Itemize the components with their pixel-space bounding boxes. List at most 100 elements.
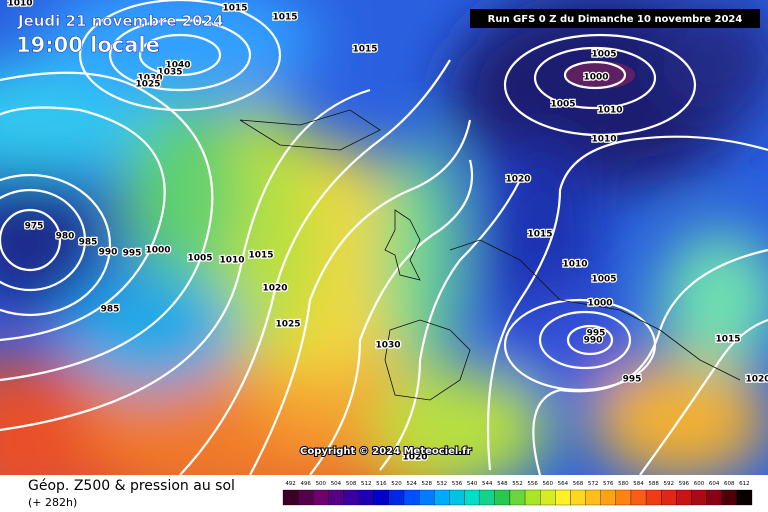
scale-swatch <box>600 489 616 506</box>
isobar-label: 985 <box>101 305 120 315</box>
isobar-label: 980 <box>56 232 75 242</box>
scale-swatch <box>691 489 707 506</box>
scale-label: 596 <box>679 481 690 487</box>
isobar-label: 1015 <box>272 13 297 23</box>
valid-time: 19:00 locale <box>16 33 160 57</box>
scale-label: 604 <box>709 481 720 487</box>
scale-label: 568 <box>573 481 584 487</box>
scale-swatch <box>297 489 314 506</box>
scale-swatch <box>494 489 511 506</box>
scale-swatch <box>464 489 480 506</box>
scale-label: 512 <box>361 481 372 487</box>
scale-swatch <box>419 489 435 506</box>
scale-label: 584 <box>633 481 644 487</box>
scale-swatch <box>282 489 299 506</box>
isobar-label: 1030 <box>375 341 400 351</box>
scale-label: 524 <box>406 481 417 487</box>
scale-swatch <box>615 489 632 506</box>
isobar-label: 1020 <box>745 375 768 385</box>
isobar-label: 1030 <box>137 74 162 84</box>
isobar-label: 975 <box>25 222 44 232</box>
scale-swatch <box>403 489 420 506</box>
isobar-label: 1005 <box>591 275 616 285</box>
isobar-label: 1000 <box>583 73 608 83</box>
isobar-label: 1010 <box>7 0 32 9</box>
valid-date: Jeudi 21 novembre 2024 <box>17 12 223 30</box>
scale-swatch <box>509 489 526 506</box>
scale-swatch <box>373 489 390 506</box>
isobar-label: 995 <box>587 329 606 339</box>
scale-label: 500 <box>316 481 327 487</box>
scale-label: 492 <box>285 481 296 487</box>
scale-swatch <box>388 489 405 506</box>
isobar-label: 1015 <box>248 251 273 261</box>
scale-swatch <box>524 489 541 506</box>
isobar-label: 985 <box>79 238 98 248</box>
scale-label: 580 <box>618 481 629 487</box>
scale-label: 560 <box>543 481 554 487</box>
scale-swatch <box>540 489 556 506</box>
scale-label: 592 <box>664 481 675 487</box>
scale-label: 548 <box>497 481 508 487</box>
isobar-label: 1000 <box>587 299 612 309</box>
isobar-label: 1025 <box>135 80 160 90</box>
scale-label: 600 <box>694 481 705 487</box>
isobar-label: 1010 <box>219 256 244 266</box>
scale-swatch <box>630 489 647 506</box>
isobar-label: 1005 <box>187 254 212 264</box>
scale-label: 552 <box>512 481 523 487</box>
isobar-label: 1020 <box>262 284 287 294</box>
lead-time: (+ 282h) <box>28 496 77 509</box>
isobar-label: 1040 <box>165 61 190 71</box>
isobar-label: 1020 <box>402 453 427 463</box>
run-info: Run GFS 0 Z du Dimanche 10 novembre 2024 <box>488 14 743 25</box>
scale-label: 572 <box>588 481 599 487</box>
scale-swatch <box>555 489 571 506</box>
scale-swatch <box>721 489 738 506</box>
scale-swatch <box>676 489 692 506</box>
scale-label: 532 <box>437 481 448 487</box>
scale-label: 504 <box>331 481 342 487</box>
scale-label: 508 <box>346 481 357 487</box>
scale-label: 556 <box>527 481 538 487</box>
isobar-label: 1000 <box>145 246 170 256</box>
scale-label: 576 <box>603 481 614 487</box>
scale-label: 528 <box>421 481 432 487</box>
isobar-label: 1015 <box>352 45 377 55</box>
isobar-label: 995 <box>123 249 142 259</box>
isobar-label: 1005 <box>550 100 575 110</box>
scale-swatch <box>328 489 344 506</box>
scale-label: 516 <box>376 481 387 487</box>
scale-swatch <box>343 489 359 506</box>
scale-label: 520 <box>391 481 402 487</box>
isobar-label: 1015 <box>527 230 552 240</box>
scale-swatch <box>585 489 601 506</box>
scale-swatch <box>479 489 495 506</box>
isobar-label: 1020 <box>505 175 530 185</box>
scale-label: 608 <box>724 481 735 487</box>
isobar-label: 1005 <box>591 50 616 60</box>
run-box <box>470 9 760 28</box>
isobars <box>0 0 768 475</box>
isobar-label: 1035 <box>157 68 182 78</box>
scale-label: 536 <box>452 481 463 487</box>
coastlines <box>239 109 741 401</box>
isobar-label: 1010 <box>562 260 587 270</box>
scale-swatch <box>661 489 677 506</box>
footer-title: Géop. Z500 & pression au sol <box>28 478 235 494</box>
isobar-label: 990 <box>584 336 603 346</box>
scale-label: 588 <box>648 481 659 487</box>
isobar-label: 1010 <box>591 135 616 145</box>
scale-swatch <box>570 489 586 506</box>
scale-label: 612 <box>739 481 750 487</box>
isobar-label: 1025 <box>275 320 300 330</box>
scale-swatch <box>645 489 662 506</box>
scale-label: 496 <box>300 481 311 487</box>
isobar-label: 995 <box>623 375 642 385</box>
scale-label: 564 <box>558 481 569 487</box>
scale-swatch <box>313 489 329 506</box>
scale-swatch <box>706 489 722 506</box>
scale-swatch <box>736 489 753 506</box>
scale-swatch <box>358 489 374 506</box>
